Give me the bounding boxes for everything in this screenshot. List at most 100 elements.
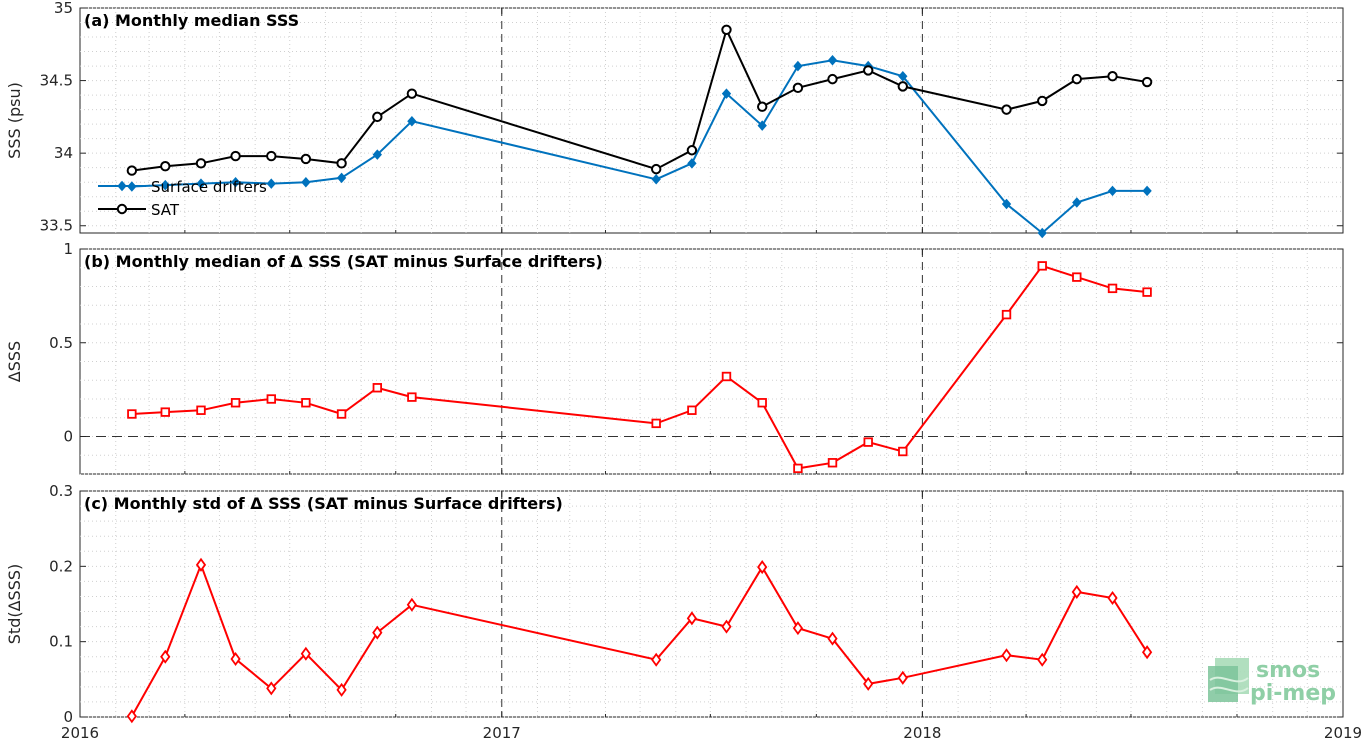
logo-mark <box>1208 658 1249 702</box>
data-point <box>407 115 417 127</box>
data-point <box>1037 652 1048 667</box>
y-tick-label: 33.5 <box>40 217 73 235</box>
data-point <box>126 165 138 176</box>
y-tick-label: 0.3 <box>49 482 73 500</box>
data-point <box>1072 197 1082 208</box>
data-point <box>757 101 768 112</box>
data-point <box>1141 76 1153 88</box>
data-point <box>1107 71 1118 82</box>
data-point <box>160 179 170 191</box>
data-point <box>721 619 732 634</box>
data-point <box>687 158 697 169</box>
series-line <box>131 561 1148 717</box>
logo-line1: smos <box>1256 658 1320 683</box>
y-tick-label: 0.5 <box>49 334 73 352</box>
data-point <box>372 149 382 160</box>
data-point <box>897 670 908 685</box>
data-point <box>407 392 417 402</box>
data-point <box>1107 283 1118 294</box>
data-point <box>863 65 874 76</box>
legend: Surface drifters SAT <box>98 178 267 219</box>
panel-b: 0 0.5 1 ΔSSS (b) Monthly median of Δ SSS (SA… <box>5 240 1344 475</box>
data-point <box>372 111 383 123</box>
data-point <box>721 371 732 382</box>
data-point <box>793 60 803 72</box>
data-point <box>230 176 241 188</box>
data-point <box>651 418 661 429</box>
data-point <box>651 652 662 667</box>
data-point <box>1142 185 1152 197</box>
x-tick-label: 2019 <box>1324 724 1362 742</box>
y-tick-label: 0 <box>63 428 73 446</box>
data-point <box>1141 645 1153 660</box>
data-point <box>230 651 241 667</box>
data-point <box>1037 261 1047 271</box>
data-point <box>372 383 383 393</box>
y-tick-label: 0.2 <box>49 557 73 575</box>
data-point <box>127 409 137 419</box>
data-point <box>160 649 171 664</box>
x-tick-label: 2016 <box>61 724 99 742</box>
data-point <box>686 611 698 626</box>
data-point <box>336 158 347 169</box>
data-point <box>792 621 804 636</box>
data-point <box>266 178 276 189</box>
grid <box>80 7 1343 233</box>
data-point <box>687 405 697 415</box>
data-point <box>792 82 804 94</box>
plot-area <box>79 248 1344 475</box>
data-point <box>1071 73 1083 85</box>
data-point <box>686 145 698 156</box>
data-point <box>406 88 418 99</box>
data-point <box>266 394 276 404</box>
data-point <box>1001 198 1012 210</box>
data-point <box>651 174 661 185</box>
data-point <box>336 409 347 419</box>
panel-a: 33.5 34 34.5 35 SSS (psu) (a) Monthly median … <box>5 0 1344 239</box>
data-point <box>230 398 241 408</box>
y-axis-label: Std(ΔSSS) <box>5 564 24 644</box>
data-point <box>1001 104 1012 115</box>
data-point <box>230 150 241 162</box>
data-point <box>1142 287 1152 297</box>
data-point <box>897 81 908 92</box>
data-point <box>300 646 311 661</box>
series-line-0 <box>127 261 1152 474</box>
logo-line2: pi-mep <box>1250 681 1336 706</box>
panel-title: (b) Monthly median of Δ SSS (SAT minus S… <box>84 252 603 271</box>
plot-area <box>79 7 1344 234</box>
data-point <box>1107 185 1118 197</box>
series-line <box>131 26 1148 172</box>
panel-title: (a) Monthly median SSS <box>84 11 299 30</box>
data-point <box>650 163 662 175</box>
data-point <box>196 405 206 415</box>
y-tick-label: 34 <box>54 144 73 162</box>
data-point <box>301 398 311 408</box>
data-point <box>1107 590 1118 606</box>
data-point <box>757 120 767 131</box>
data-point <box>757 398 767 408</box>
data-point <box>827 631 838 646</box>
data-point <box>1072 272 1082 282</box>
series-line <box>131 264 1148 470</box>
data-point <box>160 407 170 417</box>
grid <box>80 248 1343 475</box>
data-point <box>336 172 347 184</box>
series-sat <box>126 24 1153 176</box>
data-point <box>1037 227 1047 239</box>
series-line-0 <box>126 557 1153 724</box>
data-point <box>863 437 873 447</box>
data-point <box>160 161 171 172</box>
legend-label: Surface drifters <box>151 178 267 196</box>
x-tick-label: 2017 <box>483 724 521 742</box>
data-point <box>116 203 128 215</box>
data-point <box>1037 95 1048 107</box>
data-point <box>195 158 207 169</box>
data-point <box>372 625 383 640</box>
panel-c: 0 0.1 0.2 0.3 2016 2017 2018 2019 Std(ΔSSS) (c) M… <box>5 482 1362 742</box>
data-point <box>117 180 127 192</box>
data-point <box>721 24 732 35</box>
smos-pi-mep-logo: smos pi-mep <box>1208 658 1336 706</box>
legend-label: SAT <box>151 201 180 219</box>
